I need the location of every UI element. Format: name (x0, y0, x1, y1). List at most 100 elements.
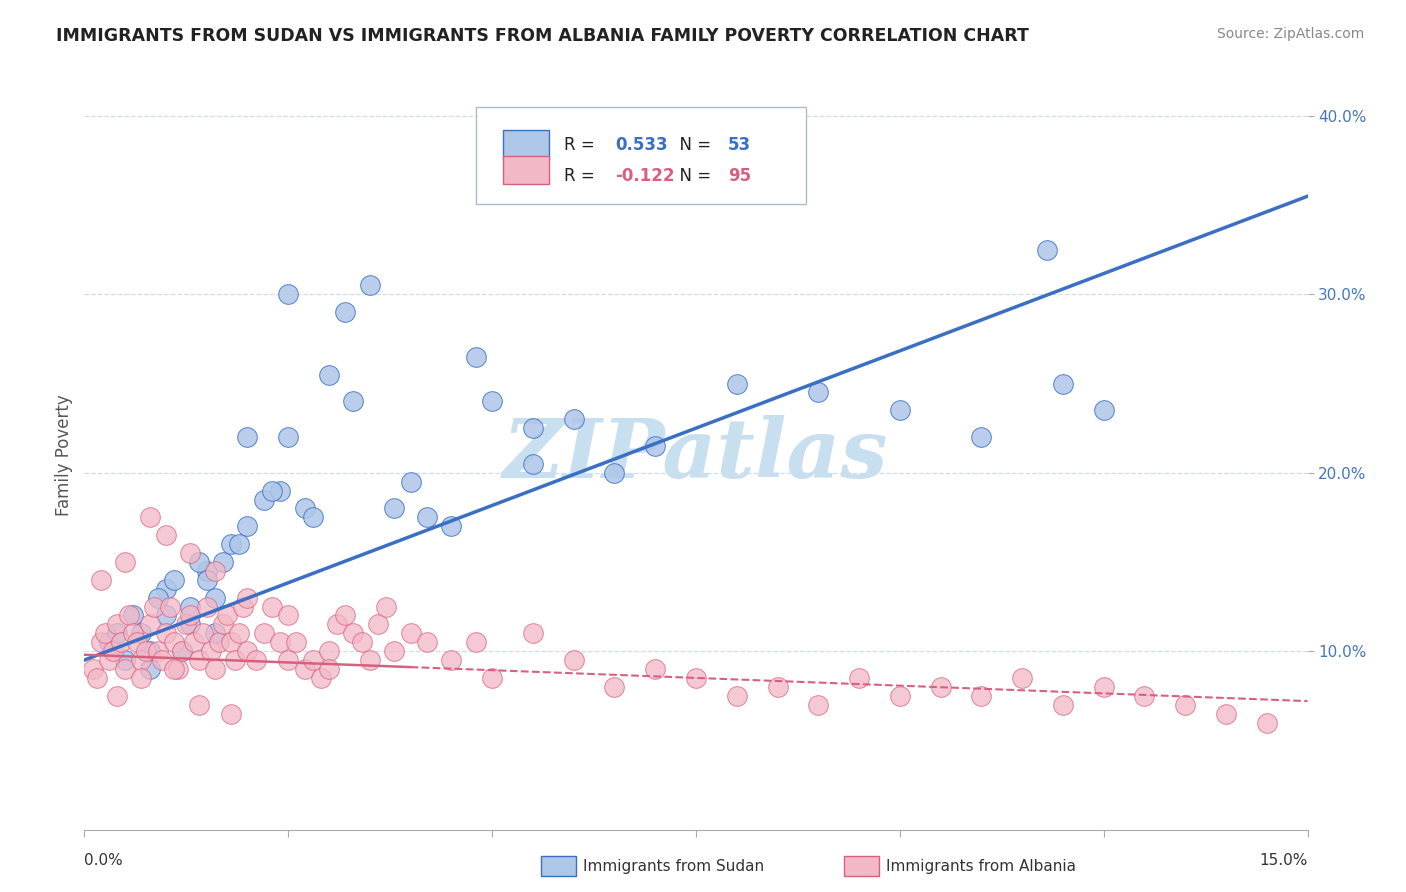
Point (172, 644, 194, 658)
Point (277, 287, 299, 301)
Point (294, 501, 316, 516)
Point (187, 653, 209, 667)
Point (142, 599, 165, 614)
Point (294, 662, 316, 676)
Point (131, 626, 153, 640)
Point (183, 635, 205, 649)
Point (219, 537, 242, 551)
Point (97, 653, 120, 667)
Point (105, 689, 128, 703)
Point (219, 706, 242, 721)
Point (359, 278, 381, 293)
Point (172, 644, 194, 658)
Point (138, 510, 160, 524)
Point (155, 582, 177, 596)
Point (318, 368, 340, 382)
Point (342, 394, 364, 409)
Point (335, 305, 357, 319)
Text: -0.122: -0.122 (616, 167, 675, 186)
Point (163, 573, 186, 587)
Point (187, 698, 209, 712)
Text: R =: R = (564, 136, 600, 154)
Point (138, 662, 160, 676)
Point (269, 483, 291, 498)
Point (416, 510, 439, 524)
Point (236, 430, 259, 444)
Point (236, 644, 259, 658)
Point (131, 653, 153, 667)
FancyBboxPatch shape (475, 106, 806, 204)
Point (464, 635, 486, 649)
Point (807, 698, 830, 712)
Point (163, 635, 186, 649)
Point (562, 653, 585, 667)
Point (399, 626, 422, 640)
Point (212, 555, 235, 569)
Point (562, 412, 585, 426)
Text: Immigrants from Sudan: Immigrants from Sudan (583, 859, 765, 873)
Point (522, 626, 544, 640)
Point (318, 662, 340, 676)
Point (97, 635, 120, 649)
Point (204, 626, 226, 640)
Point (1052, 698, 1074, 712)
Point (603, 680, 626, 694)
Point (86, 671, 108, 685)
Point (481, 394, 503, 409)
Point (105, 617, 128, 632)
Point (269, 635, 291, 649)
Point (416, 635, 439, 649)
Point (440, 519, 463, 533)
Point (326, 617, 349, 632)
Point (179, 599, 201, 614)
Point (260, 599, 283, 614)
Text: 95: 95 (728, 167, 751, 186)
Point (301, 510, 323, 524)
Point (114, 662, 136, 676)
Point (179, 617, 201, 632)
Point (93, 626, 115, 640)
Point (167, 662, 190, 676)
Point (245, 653, 267, 667)
Point (122, 608, 145, 623)
Point (807, 385, 830, 400)
Point (195, 573, 218, 587)
Point (301, 653, 323, 667)
Point (219, 635, 242, 649)
Point (110, 635, 132, 649)
Point (146, 591, 169, 605)
Point (155, 528, 177, 542)
Point (725, 376, 748, 391)
Point (359, 653, 381, 667)
Point (309, 671, 332, 685)
Text: Source: ZipAtlas.com: Source: ZipAtlas.com (1216, 27, 1364, 41)
Text: Immigrants from Albania: Immigrants from Albania (886, 859, 1076, 873)
Point (127, 635, 149, 649)
Point (603, 466, 626, 480)
Point (232, 599, 254, 614)
Point (1174, 698, 1197, 712)
Point (105, 626, 128, 640)
Point (208, 635, 231, 649)
Point (929, 680, 952, 694)
Point (195, 599, 218, 614)
Point (1215, 706, 1237, 721)
Text: 0.533: 0.533 (616, 136, 668, 154)
Point (685, 671, 707, 685)
Point (725, 689, 748, 703)
Point (522, 421, 544, 435)
Point (318, 644, 340, 658)
Point (146, 644, 169, 658)
Point (159, 599, 181, 614)
Point (191, 626, 214, 640)
Point (101, 644, 124, 658)
Point (889, 689, 911, 703)
Point (155, 608, 177, 623)
Point (131, 671, 153, 685)
Point (212, 617, 235, 632)
Point (236, 519, 259, 533)
Point (342, 626, 364, 640)
Point (114, 653, 136, 667)
Point (217, 608, 239, 623)
Point (481, 671, 503, 685)
